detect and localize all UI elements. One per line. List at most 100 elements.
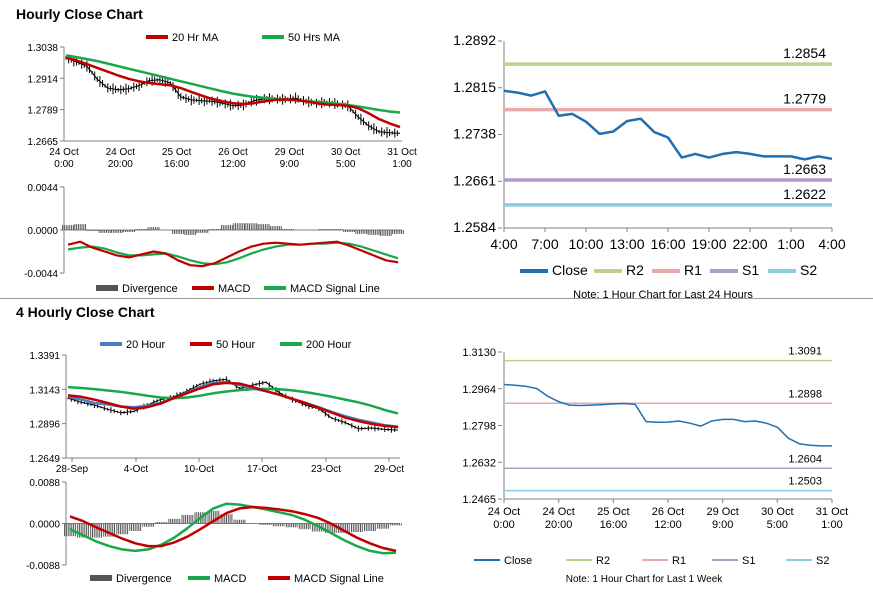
x-tick-label: 17-Oct: [247, 464, 277, 475]
legend-50-hour-label: 50 Hour: [216, 339, 255, 351]
x-tick-label: 31 Oct: [816, 506, 848, 518]
x-tick-label: 16:00: [600, 519, 628, 531]
x-tick-label: 12:00: [654, 519, 682, 531]
y-tick-label: 0.0088: [29, 478, 60, 489]
x-tick-label: 16:00: [164, 159, 189, 170]
level-s1-label: 1.2663: [783, 161, 826, 177]
legend-macd-label: MACD: [218, 283, 250, 295]
legend-s2-swatch: [768, 269, 796, 273]
x-tick-label: 30 Oct: [331, 147, 361, 158]
x-tick-label: 7:00: [531, 236, 558, 252]
legend-divergence-label: Divergence: [116, 573, 172, 585]
hourly-macd-chart: 0.0044 0.0000 -0.0044 Divergence MACD MACD Si…: [24, 183, 404, 295]
series-close: [503, 383, 832, 447]
section-divider: [0, 298, 873, 299]
legend-macd-signal-swatch: [264, 286, 286, 290]
legend-macd-swatch: [188, 576, 210, 580]
y-tick-label: 1.2465: [462, 494, 496, 506]
legend-200-hour-swatch: [280, 342, 302, 346]
series-200-hour: [67, 385, 399, 415]
x-tick-label: 0:00: [54, 159, 74, 170]
legend-r1-swatch: [642, 559, 668, 561]
legend-r2-swatch: [594, 269, 622, 273]
level-r1-label: 1.2779: [783, 91, 826, 107]
legend-r1-swatch: [652, 269, 680, 273]
y-tick-label: 0.0044: [27, 183, 58, 194]
legend-r2-label: R2: [626, 262, 644, 278]
level-s2-label: 1.2503: [788, 476, 822, 488]
x-tick-label: 4:00: [490, 236, 517, 252]
y-tick-label: 1.2815: [453, 79, 496, 95]
x-tick-label: 5:00: [336, 159, 356, 170]
y-tick-label: 1.2665: [27, 137, 58, 148]
legend-close-swatch: [474, 559, 500, 561]
legend-macd-swatch: [192, 286, 214, 290]
y-tick-label: 1.2896: [29, 420, 60, 431]
x-tick-label: 25 Oct: [162, 147, 192, 158]
legend-ma50-swatch: [262, 35, 284, 39]
x-tick-label: 4-Oct: [124, 464, 149, 475]
x-tick-label: 20:00: [108, 159, 133, 170]
hourly-section-title: Hourly Close Chart: [16, 6, 143, 22]
y-tick-label: 1.2584: [453, 219, 496, 235]
legend-20-hour-label: 20 Hour: [126, 339, 165, 351]
legend-ma20-swatch: [146, 35, 168, 39]
legend-divergence-swatch: [90, 575, 112, 581]
legend-divergence-label: Divergence: [122, 283, 178, 295]
legend-s2-label: S2: [816, 555, 829, 567]
legend-s1-swatch: [710, 269, 738, 273]
x-tick-label: 1:00: [821, 519, 842, 531]
y-tick-label: 1.2892: [453, 32, 496, 48]
legend-200-hour-label: 200 Hour: [306, 339, 352, 351]
level-s2-label: 1.2622: [783, 186, 826, 202]
legend-macd-signal-label: MACD Signal Line: [290, 283, 380, 295]
legend-s1-label: S1: [742, 555, 755, 567]
level-r2-label: 1.3091: [788, 346, 822, 358]
y-tick-label: 1.2649: [29, 454, 60, 465]
series-macd: [67, 240, 399, 268]
legend-ma20-label: 20 Hr MA: [172, 32, 219, 44]
close-line: [65, 57, 401, 134]
four-hourly-section-title: 4 Hourly Close Chart: [16, 304, 155, 320]
legend-s1-label: S1: [742, 262, 759, 278]
x-tick-label: 9:00: [712, 519, 733, 531]
chart-note: Note: 1 Hour Chart for Last 24 Hours: [573, 289, 753, 298]
x-tick-label: 24 Oct: [488, 506, 520, 518]
level-s1-label: 1.2604: [788, 453, 822, 465]
legend-close-swatch: [520, 269, 548, 273]
legend-close-label: Close: [552, 262, 588, 278]
y-tick-label: 0.0000: [29, 520, 60, 531]
legend-macd-label: MACD: [214, 573, 246, 585]
x-tick-label: 26 Oct: [218, 147, 248, 158]
x-tick-label: 22:00: [732, 236, 767, 252]
x-tick-label: 0:00: [493, 519, 514, 531]
y-tick-label: 1.2964: [462, 384, 496, 396]
x-tick-label: 10-Oct: [184, 464, 214, 475]
x-tick-label: 1:00: [392, 159, 412, 170]
legend-50-hour-swatch: [190, 342, 212, 346]
x-tick-label: 5:00: [767, 519, 788, 531]
series-macd: [69, 502, 397, 555]
y-tick-label: 1.3391: [29, 351, 60, 362]
x-tick-label: 13:00: [609, 236, 644, 252]
legend-s2-label: S2: [800, 262, 817, 278]
y-tick-label: 1.2738: [453, 126, 496, 142]
legend-r2-label: R2: [596, 555, 610, 567]
y-tick-label: 1.2789: [27, 106, 58, 117]
x-tick-label: 29 Oct: [706, 506, 738, 518]
x-tick-label: 20:00: [545, 519, 573, 531]
series-50-hour: [67, 381, 399, 429]
series-close: [503, 89, 833, 161]
x-tick-label: 29 Oct: [275, 147, 305, 158]
x-tick-label: 23-Oct: [311, 464, 341, 475]
x-tick-label: 9:00: [280, 159, 300, 170]
legend-divergence-swatch: [96, 285, 118, 291]
y-tick-label: 1.2661: [453, 172, 496, 188]
legend-ma50-label: 50 Hrs MA: [288, 32, 341, 44]
x-tick-label: 24 Oct: [542, 506, 574, 518]
x-tick-label: 12:00: [220, 159, 245, 170]
level-r1-label: 1.2898: [788, 388, 822, 400]
